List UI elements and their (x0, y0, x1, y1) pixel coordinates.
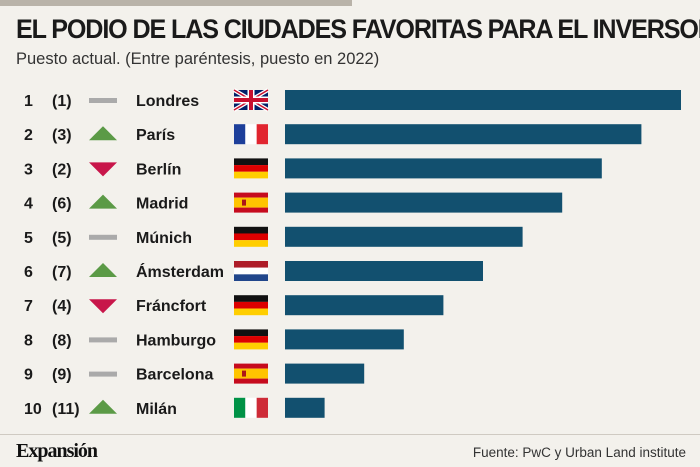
rank-label: 6 (24, 264, 33, 281)
city-label: Ámsterdam (136, 262, 224, 281)
chart-title: EL PODIO DE LAS CIUDADES FAVORITAS PARA … (16, 14, 700, 44)
trend-same-icon (89, 98, 117, 103)
city-label: Múnich (136, 230, 192, 247)
rank-label: 3 (24, 161, 33, 178)
bar (285, 226, 523, 247)
rank-2022-label: (5) (52, 230, 72, 247)
trend-same-icon (89, 234, 117, 240)
spain-flag-icon (234, 363, 268, 384)
city-label: Londres (136, 93, 199, 110)
city-label: Fráncfort (136, 298, 207, 315)
rank-2022-label: (6) (52, 196, 72, 213)
rank-2022-label: (8) (52, 332, 72, 349)
france-flag-icon (234, 124, 268, 145)
italy-flag-icon (234, 397, 268, 418)
bar (285, 329, 404, 350)
bar (285, 158, 602, 179)
rank-2022-label: (2) (52, 161, 72, 178)
trend-up-icon (89, 126, 117, 141)
footer-divider (0, 434, 700, 435)
city-label: Hamburgo (136, 332, 216, 349)
trend-same-icon (89, 371, 117, 377)
trend-up-icon (89, 263, 117, 277)
top-accent-bar (0, 0, 352, 6)
rank-label: 8 (24, 332, 33, 349)
rank-2022-label: (1) (52, 93, 72, 110)
bar (285, 363, 365, 384)
brand-logo: Expansión (16, 440, 98, 462)
rank-2022-label: (4) (52, 298, 72, 315)
rank-label: 5 (24, 230, 33, 247)
rank-label: 9 (24, 367, 33, 384)
rank-2022-label: (3) (52, 127, 72, 144)
source-note: Fuente: PwC y Urban Land institute (472, 445, 686, 460)
germany-flag-icon (234, 329, 268, 350)
rank-label: 7 (24, 298, 33, 315)
germany-flag-icon (234, 226, 268, 247)
netherlands-flag-icon (234, 261, 268, 281)
spain-flag-icon (234, 192, 268, 213)
city-label: Milán (136, 401, 177, 418)
bar (285, 192, 563, 213)
rank-2022-label: (7) (52, 264, 72, 281)
trend-down-icon (89, 299, 117, 314)
bar (285, 295, 444, 316)
trend-same-icon (89, 337, 117, 343)
bar (285, 261, 483, 281)
bar (285, 90, 681, 110)
rank-label: 1 (24, 93, 33, 110)
city-label: Berlín (136, 161, 181, 178)
rank-label: 10 (24, 401, 42, 418)
city-label: Madrid (136, 196, 188, 213)
city-label: Barcelona (136, 367, 213, 384)
germany-flag-icon (234, 158, 268, 179)
rank-label: 4 (24, 196, 33, 213)
uk-flag-icon (232, 88, 270, 112)
germany-flag-icon (234, 295, 268, 316)
rank-2022-label: (9) (52, 367, 72, 384)
trend-down-icon (89, 162, 117, 177)
rank-2022-label: (11) (52, 401, 80, 418)
bar (285, 124, 642, 145)
trend-up-icon (89, 194, 117, 209)
bar (285, 397, 325, 418)
city-label: París (136, 127, 175, 144)
chart-subtitle: Puesto actual. (Entre paréntesis, puesto… (16, 50, 380, 68)
rank-label: 2 (24, 127, 33, 144)
trend-up-icon (89, 399, 117, 414)
